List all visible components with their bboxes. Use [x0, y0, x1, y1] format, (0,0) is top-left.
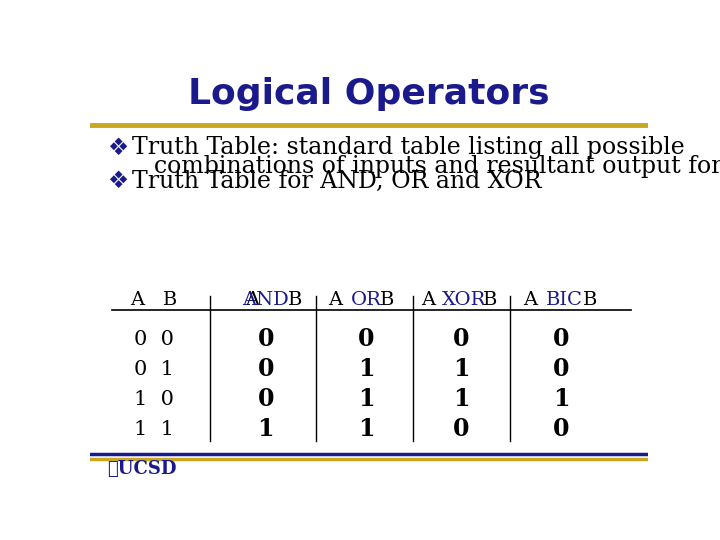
Text: B: B: [380, 291, 395, 309]
Text: A: A: [328, 291, 348, 309]
Text: B: B: [483, 291, 498, 309]
Text: 0: 0: [453, 327, 469, 351]
Text: B: B: [287, 291, 302, 309]
Text: Logical Operators: Logical Operators: [188, 77, 550, 111]
Text: 0: 0: [258, 387, 274, 411]
Text: 1: 1: [358, 357, 374, 381]
Text: A: A: [421, 291, 441, 309]
Text: 1: 1: [258, 417, 274, 441]
Text: 0: 0: [258, 357, 274, 381]
Text: BIC: BIC: [546, 291, 582, 309]
Text: 1: 1: [453, 387, 469, 411]
Text: 0: 0: [258, 327, 274, 351]
Text: 1: 1: [358, 417, 374, 441]
Text: 1: 1: [453, 357, 469, 381]
Text: A: A: [246, 291, 266, 309]
Text: 1: 1: [553, 387, 570, 411]
Text: 0  0: 0 0: [134, 330, 174, 349]
Text: 0  1: 0 1: [134, 360, 174, 379]
Text: 0: 0: [553, 417, 570, 441]
Text: 1  0: 1 0: [134, 389, 174, 409]
Text: ❖: ❖: [107, 169, 128, 193]
Text: A   B: A B: [130, 291, 178, 309]
Text: A: A: [523, 291, 544, 309]
Text: Truth Table: standard table listing all possible: Truth Table: standard table listing all …: [132, 137, 685, 159]
Text: Truth Table for AND, OR and XOR: Truth Table for AND, OR and XOR: [132, 170, 541, 193]
Text: 0: 0: [453, 417, 469, 441]
Text: 1: 1: [358, 387, 374, 411]
Text: XOR: XOR: [441, 291, 486, 309]
Text: 1  1: 1 1: [134, 420, 174, 438]
Text: combinations of inputs and resultant output for each: combinations of inputs and resultant out…: [154, 155, 720, 178]
Text: 0: 0: [358, 327, 374, 351]
Text: 0: 0: [553, 357, 570, 381]
Text: ❖: ❖: [107, 136, 128, 160]
Text: OR: OR: [351, 291, 382, 309]
Text: B: B: [583, 291, 598, 309]
Text: 0: 0: [553, 327, 570, 351]
Text: AND: AND: [243, 291, 289, 309]
Text: ❖UCSD: ❖UCSD: [107, 460, 176, 478]
